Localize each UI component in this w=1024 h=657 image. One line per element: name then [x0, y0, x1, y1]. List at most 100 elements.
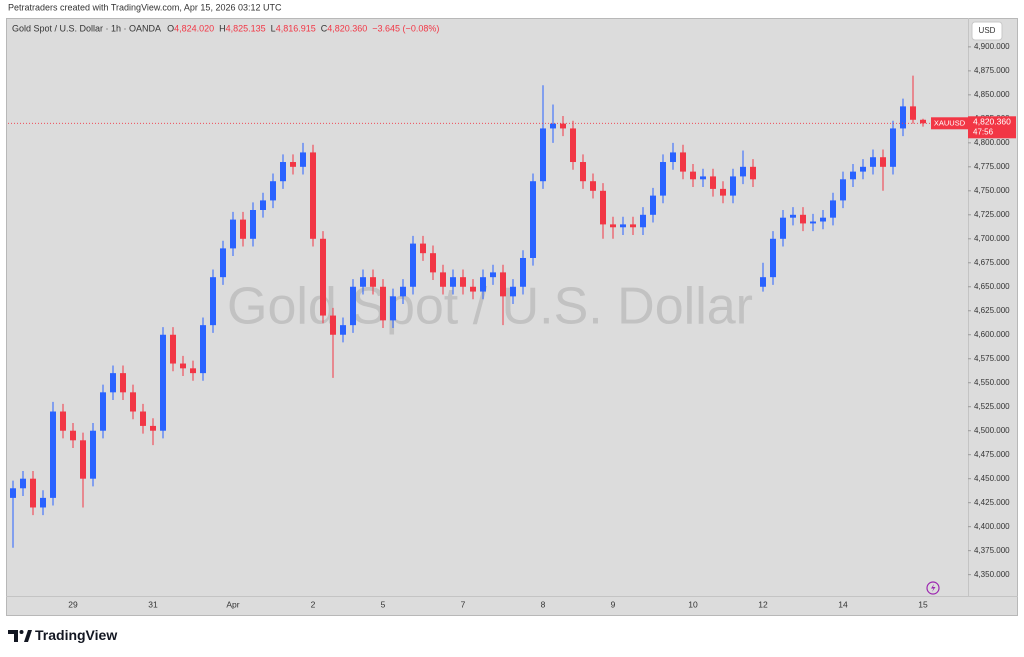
legend-value: 4,820.360 — [327, 23, 367, 33]
candle-body — [650, 195, 656, 215]
candle-body — [710, 176, 716, 189]
candle-body — [550, 123, 556, 129]
x-tick-label: 9 — [611, 599, 616, 609]
candle-body — [500, 272, 506, 297]
candle-body — [630, 224, 636, 228]
candle-body — [790, 214, 796, 218]
candle-body — [490, 272, 496, 278]
x-tick-label: 12 — [758, 599, 768, 609]
logo-mark — [8, 630, 18, 642]
candle-body — [800, 214, 806, 224]
candle-body — [840, 179, 846, 201]
ticker: XAUUSD — [934, 118, 966, 127]
candle-body — [300, 152, 306, 167]
candle-body — [770, 238, 776, 278]
candle-body — [520, 257, 526, 287]
candle-body — [280, 162, 286, 182]
candle-body — [330, 315, 336, 335]
y-tick-label: 4,500.000 — [974, 426, 1010, 435]
candle-body — [700, 176, 706, 180]
candle-body — [560, 123, 566, 129]
candle-body — [310, 152, 316, 239]
x-tick-label: 5 — [381, 599, 386, 609]
candle-body — [290, 162, 296, 167]
candle-body — [850, 171, 856, 180]
candle-body — [470, 286, 476, 292]
y-tick-label: 4,650.000 — [974, 282, 1010, 291]
x-tick-label: 15 — [918, 599, 928, 609]
candle-body — [880, 157, 886, 167]
candle-body — [870, 157, 876, 167]
candle-body — [130, 392, 136, 412]
candle-body — [540, 128, 546, 182]
candle-body — [920, 119, 926, 124]
candle-body — [10, 488, 16, 498]
y-tick-label: 4,750.000 — [974, 186, 1010, 195]
candle-body — [50, 411, 56, 498]
legend-change: −3.645 (−0.08%) — [372, 23, 439, 33]
candle-body — [100, 392, 106, 431]
candle-body — [760, 277, 766, 287]
candle-body — [340, 325, 346, 335]
legend-value: 4,816.915 — [276, 23, 316, 33]
candle-body — [720, 188, 726, 196]
candle-body — [740, 166, 746, 177]
watermark: Gold Spot / U.S. Dollar — [227, 278, 753, 336]
y-tick-label: 4,425.000 — [974, 498, 1010, 507]
y-tick-label: 4,875.000 — [974, 66, 1010, 75]
candle-body — [450, 277, 456, 287]
candle-body — [80, 440, 86, 479]
candle-body — [110, 373, 116, 393]
candle-body — [140, 411, 146, 426]
candle-body — [350, 286, 356, 326]
symbol: Gold Spot / U.S. Dollar · 1h · OANDA — [12, 23, 161, 33]
candle-body — [170, 334, 176, 364]
candle-body — [810, 221, 816, 224]
y-tick-label: 4,350.000 — [974, 570, 1010, 579]
x-tick-label: 10 — [688, 599, 698, 609]
y-tick-label: 4,475.000 — [974, 450, 1010, 459]
currency[interactable]: USD — [979, 26, 996, 35]
legend-key: C — [321, 23, 328, 33]
price-tag — [968, 116, 1016, 139]
y-tick-label: 4,900.000 — [974, 42, 1010, 51]
candle-body — [380, 286, 386, 321]
candles — [10, 75, 926, 548]
alert-bolt — [931, 584, 936, 592]
candle-body — [670, 152, 676, 163]
brand: TradingView — [35, 627, 117, 643]
x-tick-label: 2 — [311, 599, 316, 609]
candle-body — [780, 217, 786, 239]
y-tick-label: 4,725.000 — [974, 210, 1010, 219]
countdown: 47:56 — [973, 127, 994, 136]
ticker-tag — [931, 117, 968, 130]
y-tick-label: 4,850.000 — [974, 90, 1010, 99]
candle-body — [910, 106, 916, 120]
candle-body — [600, 190, 606, 225]
candle-body — [400, 286, 406, 297]
candle-body — [680, 152, 686, 172]
candle-body — [690, 171, 696, 180]
candle-body — [70, 430, 76, 441]
y-tick-label: 4,400.000 — [974, 522, 1010, 531]
candle-body — [410, 243, 416, 287]
candle-body — [510, 286, 516, 297]
legend-value: 4,824.020 — [174, 23, 214, 33]
candle-body — [360, 277, 366, 287]
candle-body — [320, 238, 326, 316]
legend-key: L — [271, 23, 276, 33]
currency-box[interactable] — [971, 21, 1003, 41]
candle-body — [60, 411, 66, 431]
candle-body — [150, 425, 156, 431]
y-tick-label: 4,775.000 — [974, 162, 1010, 171]
alert-icon[interactable] — [926, 581, 940, 595]
last-price-label: 4,820.360 — [973, 117, 1011, 127]
candle-body — [220, 248, 226, 278]
candle-body — [160, 334, 166, 431]
x-tick-label: 7 — [461, 599, 466, 609]
y-tick-label: 4,600.000 — [974, 330, 1010, 339]
candle-body — [230, 219, 236, 249]
logo-slash — [24, 630, 32, 642]
candle-body — [190, 368, 196, 374]
candle-body — [370, 277, 376, 287]
